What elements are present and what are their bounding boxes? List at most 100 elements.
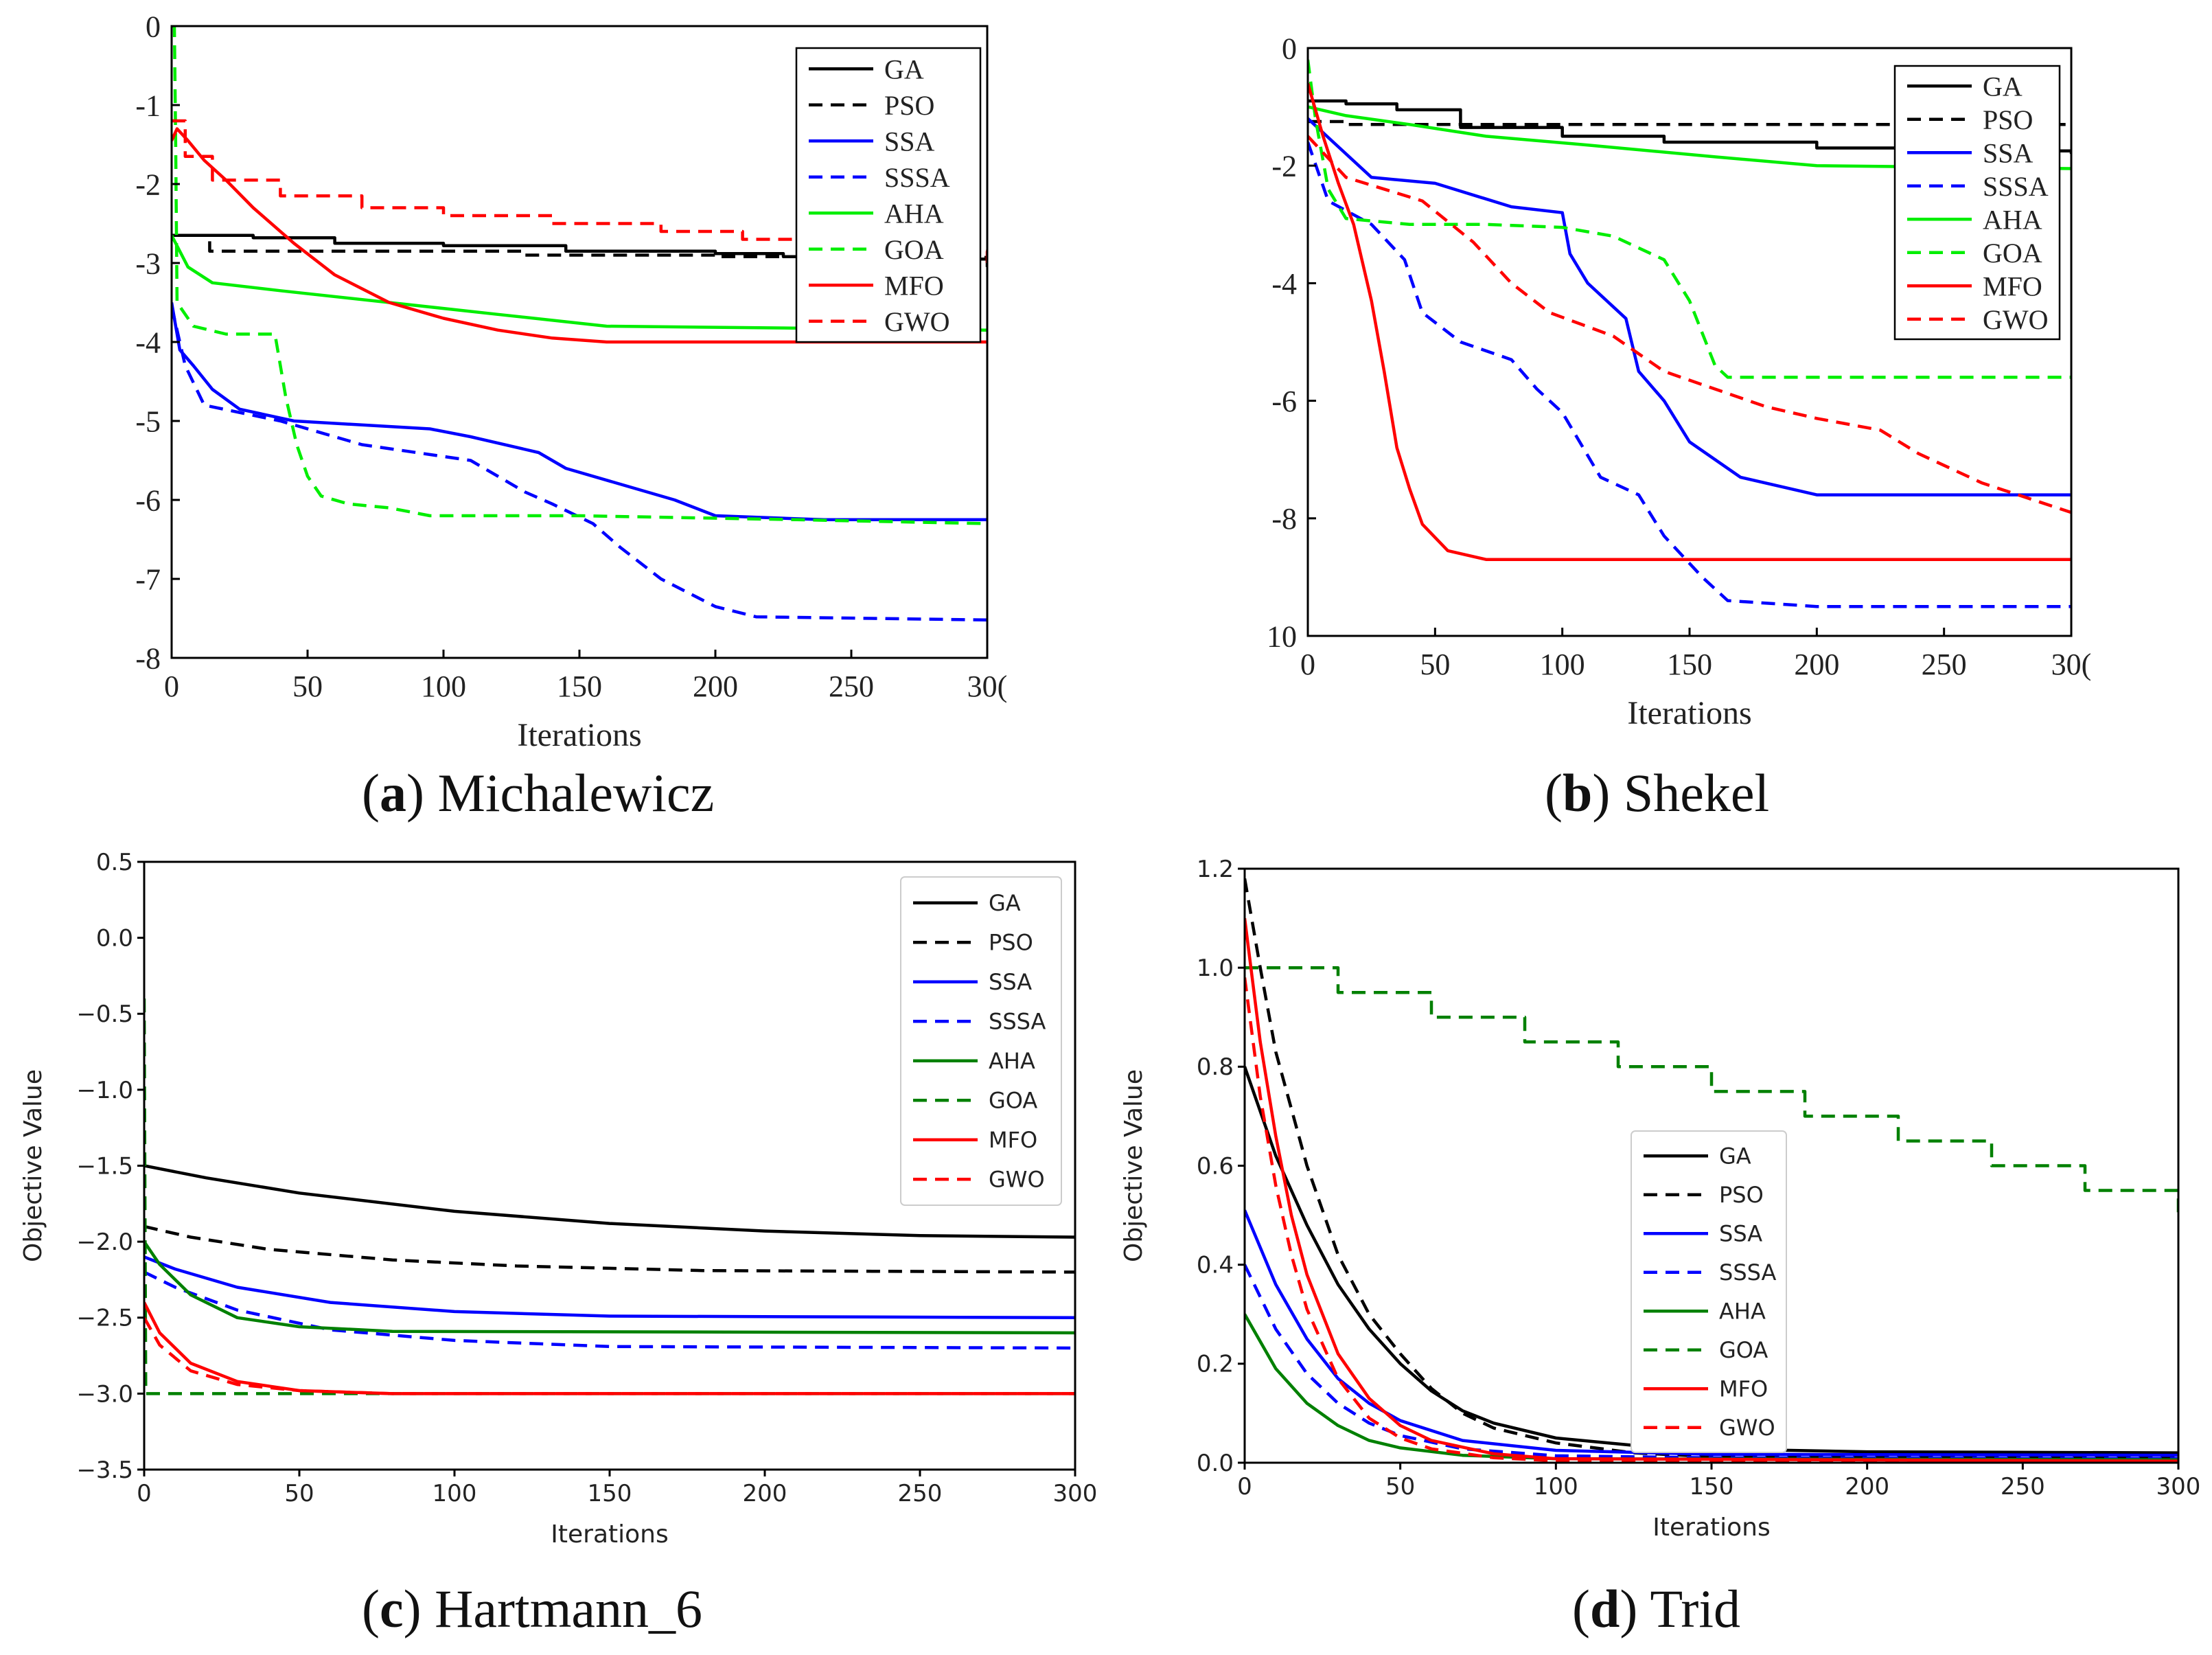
legend-label-aha: AHA [884,198,944,229]
y-tick-label: 0 [146,10,161,43]
legend-label-mfo: MFO [989,1127,1037,1153]
legend-label-ssa: SSA [1983,137,2033,168]
y-tick-label: -6 [135,483,161,517]
legend-label-pso: PSO [989,929,1033,955]
series-line-ssa [172,302,987,522]
chart-panel-b: 0 50 100 150 200 250 30(0 -2 -4 -6 -8 10 Iterations G… [1267,32,2091,731]
x-axis-label: Iterations [1627,695,1751,731]
series-line-aha [172,234,987,332]
legend-label-gwo: GWO [1719,1415,1775,1441]
x-tick-label: 100 [433,1480,477,1507]
y-tick-label: -3 [135,247,161,280]
series-line-sssa [1245,1264,2178,1461]
x-tick-label: 200 [1845,1473,1889,1500]
series-line-pso [144,1224,1075,1274]
caption-d-letter: d [1589,1579,1620,1639]
caption-a-letter: a [379,763,406,823]
y-tick-label: −3.0 [76,1380,133,1408]
series-line-goa [172,26,987,525]
legend-label-goa: GOA [884,234,944,265]
x-tick-label: 50 [1420,648,1450,681]
y-tick-label: 0.0 [1197,1450,1234,1477]
legend-label-ga: GA [989,890,1021,916]
x-tick-label: 50 [1385,1473,1415,1500]
x-tick-label: 100 [1534,1473,1578,1500]
chart-panel-a: 0 50 100 150 200 250 30(0 -1 -2 -3 -4 -5 -6 -7 -8 Itera… [135,10,1007,753]
series-line-ssa [1308,117,2071,496]
y-tick-label: 10 [1267,619,1297,653]
legend-label-goa: GOA [989,1087,1037,1113]
series-line-ga [144,1164,1075,1239]
y-tick-label: 0.4 [1197,1252,1234,1279]
x-tick-label: 30( [967,670,1008,703]
legend-label-aha: AHA [1719,1298,1766,1324]
x-axis-label: Iterations [517,717,641,753]
caption-c-name: Hartmann_6 [435,1579,702,1639]
x-tick-label: 250 [898,1480,943,1507]
legend-label-sssa: SSSA [1983,171,2049,202]
legend-label-mfo: MFO [1983,271,2042,301]
x-tick-label: 250 [2001,1473,2045,1500]
caption-b-name: Shekel [1623,763,1770,823]
y-tick-label: 0.6 [1197,1152,1234,1180]
x-tick-label: 300 [2156,1473,2201,1500]
series-line-mfo [1245,917,2178,1463]
y-tick-label: 0.5 [96,849,133,876]
x-axis-label: Iterations [551,1520,668,1549]
y-tick-label: -8 [1271,502,1297,536]
caption-b-letter: b [1562,763,1593,823]
x-tick-label: 200 [1794,648,1839,681]
legend-a: GA PSO SSA SSSA AHA GOA MFO GWO [795,47,982,343]
series-group-c [144,998,1075,1395]
legend-d: GA PSO SSA SSSA AHA GOA MFO GWO [1631,1130,1787,1453]
x-tick-label: 150 [1690,1473,1734,1500]
y-tick-label: -1 [135,89,161,122]
legend-label-goa: GOA [1983,238,2042,269]
x-tick-label: 250 [1922,648,1967,681]
y-tick-label: -4 [1271,267,1297,301]
legend-label-aha: AHA [989,1048,1035,1074]
x-tick-label: 0 [1237,1473,1252,1500]
caption-d: (d) Trid [1572,1579,1741,1639]
y-tick-label: −2.0 [76,1229,133,1256]
series-line-ssa [144,1255,1075,1320]
x-tick-label: 100 [421,670,466,703]
legend-label-ga: GA [1983,71,2023,102]
x-tick-label: 200 [743,1480,787,1507]
legend-box [795,47,982,343]
y-tick-label: -2 [1271,150,1297,183]
y-tick-label: -4 [135,326,161,359]
y-tick-label: −2.5 [76,1305,133,1332]
legend-label-aha: AHA [1983,204,2042,235]
y-tick-label: −3.5 [76,1457,133,1484]
series-line-mfo [172,127,987,344]
y-axis-label: Objective Value [1120,1069,1148,1262]
y-axis-label: Objective Value [19,1069,47,1262]
series-line-gwo [144,1316,1075,1395]
y-tick-label: −1.5 [76,1152,133,1180]
caption-d-name: Trid [1650,1579,1741,1639]
legend-label-pso: PSO [884,90,934,121]
x-tick-label: 50 [292,670,323,703]
y-tick-label: 0.8 [1197,1053,1234,1081]
caption-b: (b) Shekel [1545,763,1770,823]
legend-label-sssa: SSSA [1719,1259,1777,1286]
caption-c-letter: c [379,1579,404,1639]
y-tick-label: 0.2 [1197,1351,1234,1378]
series-group-b [1308,59,2071,608]
legend-label-pso: PSO [1983,104,2033,135]
y-tick-label: -6 [1271,385,1297,418]
x-tick-label: 0 [1300,648,1315,681]
legend-label-gwo: GWO [884,306,950,337]
x-axis-label: Iterations [1652,1514,1770,1542]
chart-panel-d: 0 50 100 150 200 250 300 0.0 0.2 0.4 0.6 0.8 1.0 1.2 I… [1120,856,2200,1542]
x-tick-label: 30( [2051,648,2092,681]
caption-a: (a) Michalewicz [362,763,715,823]
chart-panel-c: 0 50 100 150 200 250 300 0.5 0.0 −0.5 −1.0 −1.5 −2.0… [19,849,1097,1549]
series-line-pso [172,233,987,263]
caption-a-name: Michalewicz [437,763,715,823]
x-tick-label: 0 [164,670,179,703]
x-tick-label: 50 [284,1480,314,1507]
